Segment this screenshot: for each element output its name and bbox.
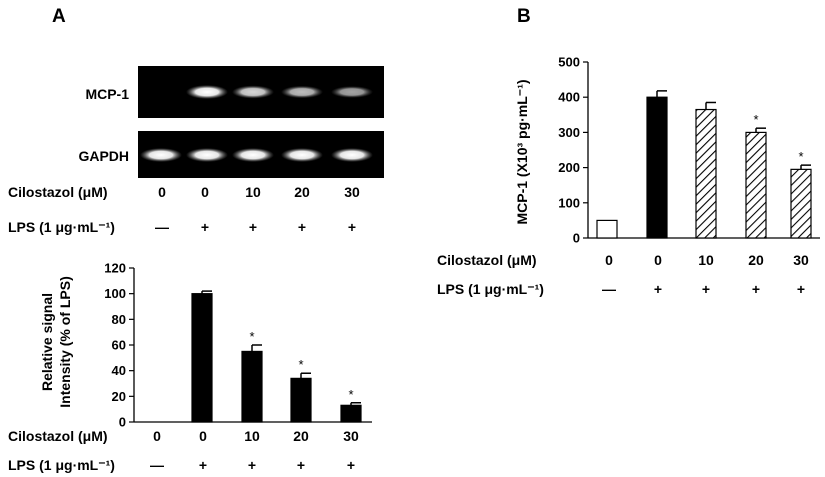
gel-row-label-mcp1: MCP-1 bbox=[85, 86, 129, 102]
chart-b-cilostazol-value-3: 10 bbox=[698, 252, 714, 268]
chart-b-ytick-label-6: 500 bbox=[558, 55, 580, 70]
chart-b-ytick-label-5: 400 bbox=[558, 90, 580, 105]
chart-b-bar-2 bbox=[646, 96, 668, 239]
gel-row-label-gapdh: GAPDH bbox=[78, 148, 129, 164]
chart-b-cilostazol-value-5: 30 bbox=[793, 252, 809, 268]
chart-b-lps-value-4: + bbox=[752, 281, 760, 297]
panel-label-a: A bbox=[52, 6, 66, 27]
panel-label-b: B bbox=[517, 6, 531, 27]
chart-a-ytick-label-4: 60 bbox=[112, 338, 126, 353]
chart-a-lps-value-3: + bbox=[248, 457, 256, 473]
gel-cilostazol-value-3: 10 bbox=[245, 184, 261, 200]
chart-b-bar-5 bbox=[790, 168, 812, 239]
chart-a-condition-values: 0 0 10 20 30 — + + + + bbox=[150, 428, 359, 473]
chart-a-ytick-label-5: 80 bbox=[112, 312, 126, 327]
mcp1-band-2 bbox=[186, 85, 228, 99]
chart-a-lps-value-4: + bbox=[297, 457, 305, 473]
chart-a-significance-3: * bbox=[249, 329, 254, 344]
lps-label-b: LPS (1 μg·mL⁻¹) bbox=[437, 281, 544, 297]
gel-cilostazol-value-1: 0 bbox=[158, 184, 166, 200]
chart-b-ylabel: MCP-1 (X10³ pg·mL⁻¹) bbox=[514, 79, 530, 224]
chart-b-ytick-label-2: 100 bbox=[558, 195, 580, 210]
chart-b-cilostazol-value-1: 0 bbox=[605, 252, 613, 268]
chart-a-ytick-label-1: 0 bbox=[119, 415, 126, 430]
chart-a: Relative signal Intensity (% of LPS) 0 20… bbox=[39, 261, 372, 430]
gel-lps-value-1: — bbox=[155, 219, 169, 235]
chart-a-cilostazol-value-2: 0 bbox=[199, 428, 207, 444]
gel-cilostazol-value-2: 0 bbox=[201, 184, 209, 200]
gapdh-band-4 bbox=[281, 148, 323, 162]
chart-b-cilostazol-value-4: 20 bbox=[748, 252, 764, 268]
chart-b-condition-values: 0 0 10 20 30 — + + + + bbox=[602, 252, 809, 297]
chart-a-cilostazol-value-3: 10 bbox=[244, 428, 260, 444]
chart-b-bar-4 bbox=[745, 131, 767, 239]
chart-b-lps-value-5: + bbox=[797, 281, 805, 297]
gapdh-bands bbox=[140, 148, 373, 162]
gel-lps-value-5: + bbox=[348, 219, 356, 235]
mcp1-band-5 bbox=[331, 86, 373, 98]
chart-a-lps-value-1: — bbox=[150, 457, 164, 473]
chart-b-ytick-label-3: 200 bbox=[558, 160, 580, 175]
chart-b-bar-1 bbox=[596, 219, 618, 239]
cilostazol-label-gel: Cilostazol (μM) bbox=[8, 184, 108, 200]
chart-a-ytick-label-3: 40 bbox=[112, 363, 126, 378]
gel-lps-value-4: + bbox=[298, 219, 306, 235]
chart-b-cilostazol-value-2: 0 bbox=[654, 252, 662, 268]
chart-a-bar-2 bbox=[191, 293, 213, 423]
mcp1-bands bbox=[186, 85, 373, 99]
gapdh-band-5 bbox=[331, 148, 373, 162]
chart-a-significance-5: * bbox=[348, 387, 353, 402]
chart-a-ytick-label-2: 20 bbox=[112, 389, 126, 404]
chart-b-ytick-label-4: 300 bbox=[558, 125, 580, 140]
lps-label-a: LPS (1 μg·mL⁻¹) bbox=[8, 457, 115, 473]
gapdh-band-2 bbox=[186, 148, 228, 162]
chart-b-conditions: Cilostazol (μM) LPS (1 μg·mL⁻¹) 0 0 10 20 30… bbox=[437, 252, 809, 297]
chart-b-lps-value-3: + bbox=[702, 281, 710, 297]
chart-b-ytick-label-1: 0 bbox=[573, 231, 580, 246]
gel-lps-value-3: + bbox=[249, 219, 257, 235]
chart-a-cilostazol-value-5: 30 bbox=[343, 428, 359, 444]
gel-condition-values: 0 0 10 20 30 — + + + + bbox=[155, 184, 360, 235]
mcp1-band-3 bbox=[232, 85, 274, 99]
chart-b-significance-4: * bbox=[753, 112, 758, 127]
chart-b-lps-value-2: + bbox=[654, 281, 662, 297]
chart-b: MCP-1 (X10³ pg·mL⁻¹) 0 100 200 300 400 500 * * bbox=[514, 55, 820, 246]
gel-cilostazol-value-4: 20 bbox=[294, 184, 310, 200]
chart-a-ylabel-line2: Intensity (% of LPS) bbox=[57, 276, 73, 407]
chart-a-bar-4 bbox=[290, 377, 312, 423]
cilostazol-label-b: Cilostazol (μM) bbox=[437, 252, 537, 268]
mcp1-band-4 bbox=[281, 85, 323, 99]
gapdh-band-1 bbox=[140, 148, 182, 162]
lps-label-gel: LPS (1 μg·mL⁻¹) bbox=[8, 219, 115, 235]
chart-a-lps-value-5: + bbox=[347, 457, 355, 473]
cilostazol-label-a: Cilostazol (μM) bbox=[8, 428, 108, 444]
chart-a-cilostazol-value-1: 0 bbox=[153, 428, 161, 444]
chart-a-bar-3 bbox=[241, 350, 263, 423]
chart-a-bar-5 bbox=[340, 404, 362, 423]
chart-b-bar-3 bbox=[695, 108, 717, 239]
chart-b-lps-value-1: — bbox=[602, 281, 616, 297]
gel-blot: MCP-1 GAPDH bbox=[78, 66, 384, 178]
chart-a-conditions: Cilostazol (μM) LPS (1 μg·mL⁻¹) 0 0 10 20 30… bbox=[8, 428, 359, 473]
gel-conditions: Cilostazol (μM) LPS (1 μg·mL⁻¹) 0 0 10 20 30… bbox=[8, 184, 360, 235]
chart-b-significance-5: * bbox=[798, 149, 803, 164]
chart-a-significance-4: * bbox=[298, 357, 303, 372]
gel-lps-value-2: + bbox=[201, 219, 209, 235]
chart-a-lps-value-2: + bbox=[199, 457, 207, 473]
chart-a-ytick-label-6: 100 bbox=[104, 286, 126, 301]
chart-a-cilostazol-value-4: 20 bbox=[293, 428, 309, 444]
chart-a-ylabel-line1: Relative signal bbox=[39, 293, 55, 391]
gapdh-band-3 bbox=[232, 148, 274, 162]
chart-a-ytick-label-7: 120 bbox=[104, 261, 126, 276]
gel-cilostazol-value-5: 30 bbox=[344, 184, 360, 200]
